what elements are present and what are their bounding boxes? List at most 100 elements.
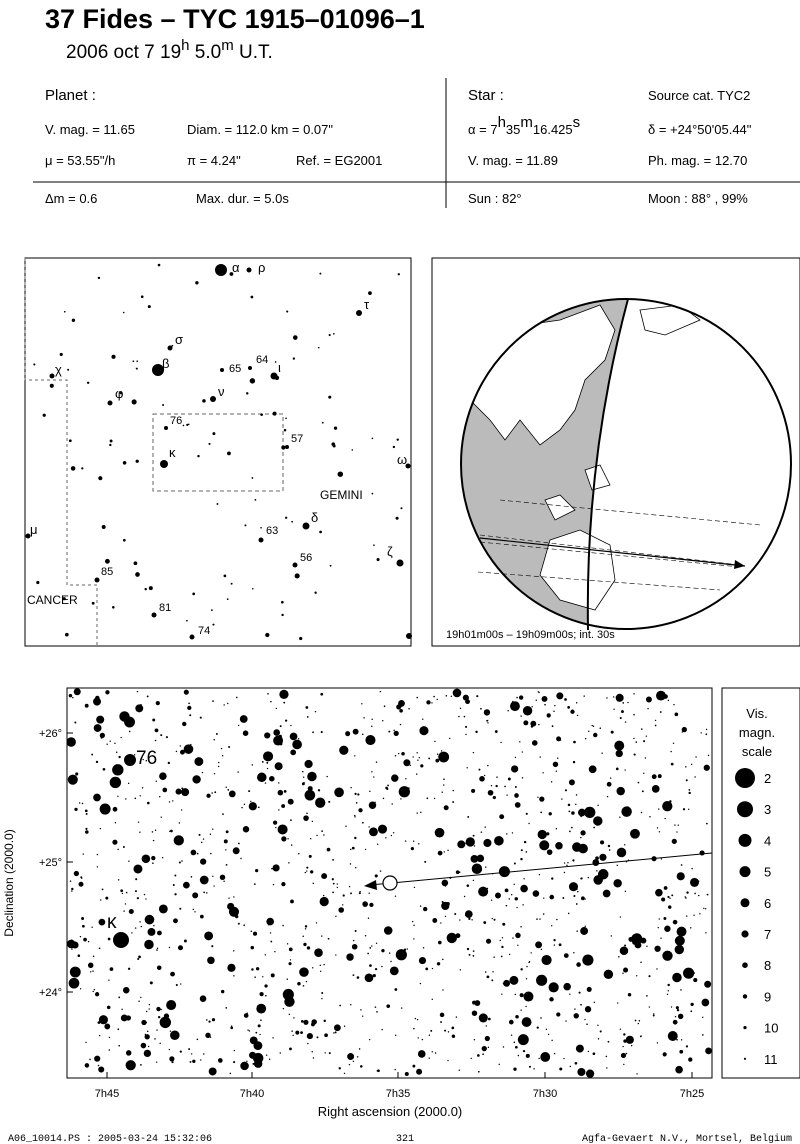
star (352, 728, 359, 735)
ra-part: α = 7 (468, 122, 498, 137)
star (455, 870, 460, 875)
star (559, 1067, 563, 1071)
star (705, 728, 708, 731)
star (430, 1029, 433, 1032)
star (465, 837, 475, 847)
star (272, 411, 277, 416)
star (264, 782, 267, 784)
star (510, 894, 513, 896)
star (644, 757, 647, 759)
star (371, 771, 373, 773)
star (381, 949, 385, 953)
scale-title: scale (742, 744, 772, 759)
star (338, 907, 344, 913)
star (508, 1019, 514, 1025)
star (685, 766, 687, 768)
star (42, 413, 46, 417)
star (514, 897, 518, 901)
star (424, 860, 427, 863)
star (278, 809, 280, 811)
star (416, 1018, 419, 1021)
y-axis-label: Declination (2000.0) (2, 829, 16, 936)
star (160, 908, 163, 911)
star (283, 428, 287, 432)
star (517, 944, 519, 946)
info: δ = +24°50'05.44" (648, 122, 752, 137)
star (359, 890, 361, 893)
star (315, 797, 326, 808)
star (675, 1065, 683, 1074)
star (593, 732, 598, 738)
star (208, 1020, 211, 1023)
star (362, 821, 364, 824)
star (351, 943, 358, 950)
star (487, 1046, 490, 1049)
star (59, 352, 63, 357)
star (381, 965, 383, 968)
star (492, 795, 496, 800)
star (74, 721, 77, 724)
star (206, 793, 211, 798)
star (321, 992, 324, 994)
star (546, 713, 551, 718)
star (212, 700, 214, 702)
star (170, 829, 173, 833)
finder-label: 63 (266, 525, 278, 537)
star (122, 461, 127, 465)
star (326, 899, 328, 902)
star (702, 1016, 704, 1018)
star (484, 1035, 490, 1042)
star (274, 762, 283, 771)
star (514, 786, 517, 788)
star (690, 1002, 694, 1007)
star (228, 897, 230, 899)
star (413, 886, 416, 889)
scale-label: 10 (764, 1021, 778, 1036)
star (333, 1024, 341, 1032)
star (434, 827, 445, 838)
star (290, 844, 293, 846)
star (540, 811, 543, 814)
star (199, 995, 207, 1002)
star (345, 825, 347, 827)
star (440, 922, 442, 924)
star (549, 997, 554, 1002)
star (127, 967, 131, 970)
star (209, 1036, 212, 1038)
star (351, 449, 354, 451)
y-tick-label: +25° (39, 857, 62, 869)
star (541, 695, 548, 702)
star (680, 864, 683, 866)
star (230, 582, 233, 585)
star (93, 724, 102, 732)
star (269, 775, 275, 782)
star (658, 918, 661, 920)
star (253, 883, 256, 886)
star (228, 906, 240, 917)
star (551, 877, 554, 880)
star (172, 883, 175, 887)
star (551, 725, 554, 728)
star (279, 689, 289, 699)
star (68, 439, 72, 443)
star (261, 761, 264, 763)
star (71, 939, 73, 941)
star (333, 1032, 335, 1034)
star (234, 914, 239, 919)
star (516, 696, 518, 699)
star (459, 969, 462, 971)
star (106, 743, 108, 745)
star (483, 709, 491, 716)
star (348, 1063, 351, 1066)
star (282, 924, 284, 927)
star (156, 1006, 161, 1012)
star (597, 1024, 599, 1027)
star (189, 1060, 192, 1063)
globe-frame (431, 257, 800, 647)
star (190, 875, 193, 878)
star (383, 705, 386, 708)
star (551, 925, 553, 927)
star (651, 774, 657, 780)
star (470, 854, 479, 863)
star (646, 945, 648, 948)
